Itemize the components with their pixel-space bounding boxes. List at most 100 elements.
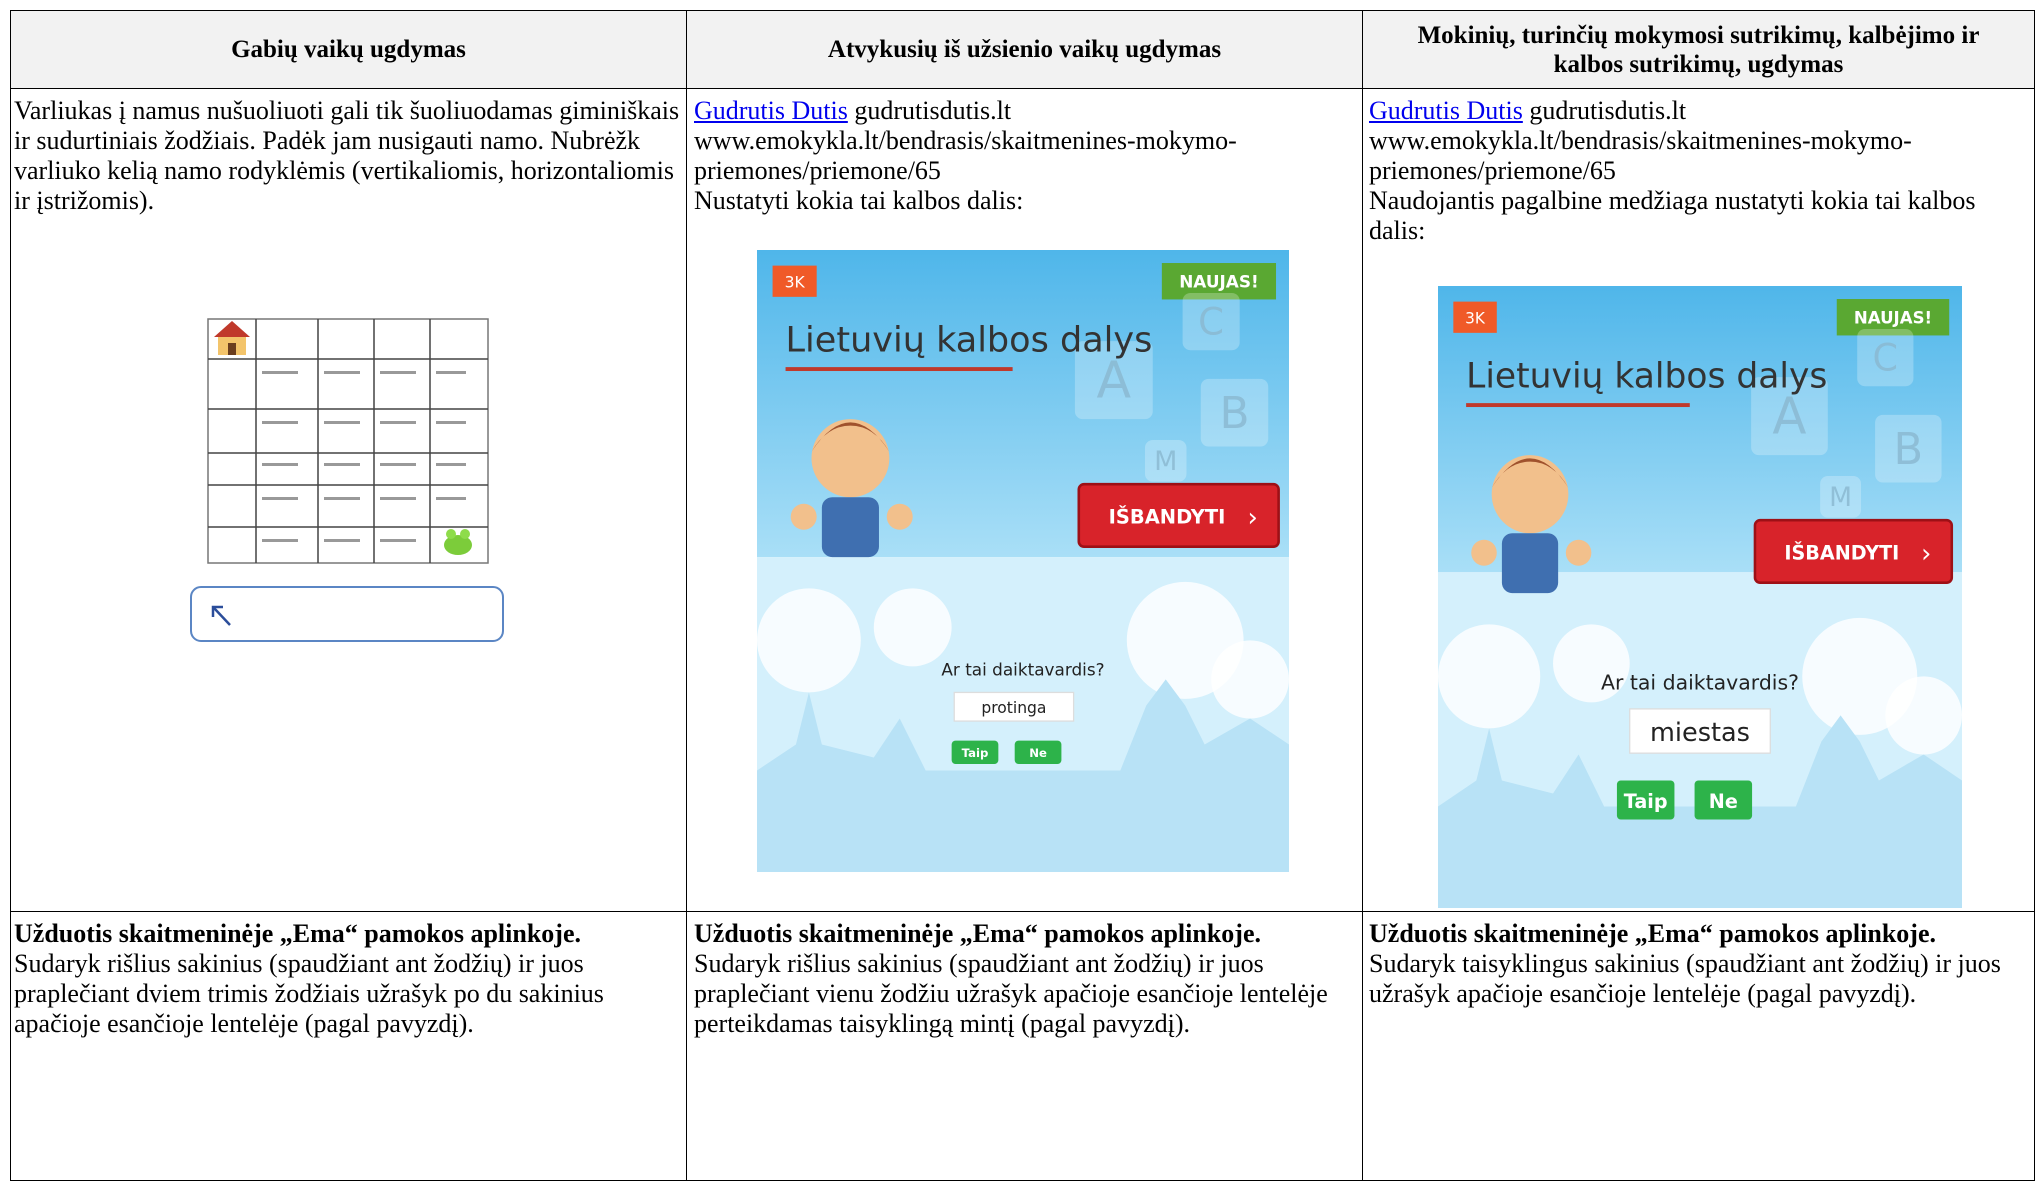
- header-cell: Gabių vaikų ugdymas: [10, 10, 687, 89]
- game-title: Lietuvių kalbos dalys: [786, 319, 1153, 360]
- try-arrow: ›: [1247, 503, 1257, 533]
- character-hair: [811, 422, 890, 452]
- game-screenshot: 3K NAUJAS! C A B M Lietuvių kalbos dalys IŠBAND…: [757, 250, 1289, 872]
- task-title: Užduotis skaitmeninėje „Ema“ pamokos apl…: [14, 919, 581, 948]
- letter-tile: [1751, 377, 1828, 456]
- task-text: Sudaryk rišlius sakinius (spaudžiant ant…: [694, 949, 1328, 1038]
- answer-box: [190, 586, 504, 642]
- task-title: Užduotis skaitmeninėje „Ema“ pamokos apl…: [1369, 919, 1936, 948]
- cloud: [1438, 624, 1541, 729]
- character-hair: [1491, 458, 1569, 488]
- letter-tile: [1200, 378, 1269, 447]
- letter-tile: [1182, 292, 1240, 351]
- cloud: [1211, 640, 1289, 719]
- grid-scribbles: [262, 371, 466, 542]
- task: Užduotis skaitmeninėje „Ema“ pamokos apl…: [694, 919, 1344, 1039]
- word: miestas: [1650, 718, 1750, 748]
- try-button-text: IŠBANDYTI: [1784, 540, 1899, 564]
- cell-text: Gudrutis Dutis gudrutisdutis.lt www.emok…: [1369, 96, 2031, 246]
- letter: B: [1219, 388, 1249, 439]
- question: Ar tai daiktavardis?: [941, 659, 1104, 679]
- site: gudrutisdutis.lt: [1529, 96, 1687, 125]
- grid-lines: [208, 319, 488, 563]
- letter: M: [1829, 482, 1852, 513]
- character-body: [1501, 533, 1559, 594]
- header-cell: Mokinių, turinčių mokymosi sutrikimų, ka…: [1362, 10, 2035, 89]
- yes-button: [1616, 780, 1675, 820]
- word-box: [953, 691, 1075, 722]
- letter: C: [1198, 300, 1224, 343]
- task-text: Sudaryk rišlius sakinius (spaudžiant ant…: [14, 949, 604, 1038]
- url: www.emokykla.lt/bendrasis/skaitmenines-m…: [694, 126, 1237, 185]
- character-head: [1491, 455, 1569, 534]
- link[interactable]: Gudrutis Dutis: [694, 96, 848, 125]
- title-underline: [1466, 403, 1690, 408]
- badge-text: 3K: [785, 274, 806, 292]
- game-title: Lietuvių kalbos dalys: [1466, 356, 1827, 396]
- letter: A: [1772, 386, 1806, 446]
- letter: C: [1873, 336, 1899, 379]
- instruction: Nustatyti kokia tai kalbos dalis:: [694, 186, 1024, 215]
- badge-text: 3K: [1465, 310, 1486, 328]
- no-button: [1694, 780, 1753, 820]
- yes-text: Taip: [962, 746, 989, 760]
- new-badge-text: NAUJAS!: [1179, 272, 1258, 292]
- header-cell: Atvykusių iš užsienio vaikų ugdymas: [686, 10, 1363, 89]
- letter-tile: [1074, 341, 1153, 420]
- character-body: [821, 497, 879, 558]
- header: Mokinių, turinčių mokymosi sutrikimų, ka…: [1417, 21, 1980, 78]
- header: Gabių vaikų ugdymas: [231, 36, 466, 63]
- site: gudrutisdutis.lt: [854, 96, 1012, 125]
- letter-tile: [1144, 439, 1187, 482]
- link[interactable]: Gudrutis Dutis: [1369, 96, 1523, 125]
- try-button: [1077, 482, 1280, 548]
- cloud: [757, 588, 861, 693]
- task: Užduotis skaitmeninėje „Ema“ pamokos apl…: [1369, 919, 2009, 1009]
- new-badge: [1161, 263, 1277, 300]
- cell-text: Gudrutis Dutis gudrutisdutis.lt www.emok…: [694, 96, 1358, 216]
- try-arrow: ›: [1921, 539, 1931, 569]
- task-text: Varliukas į namus nušuoliuoti gali tik š…: [14, 96, 680, 215]
- question: Ar tai daiktavardis?: [1601, 670, 1799, 694]
- character-hand: [1471, 539, 1497, 566]
- character-hand: [886, 503, 913, 530]
- badge: [772, 265, 817, 297]
- letter-tile: [1820, 475, 1862, 518]
- letter-tile: [1875, 414, 1942, 483]
- letter: A: [1097, 351, 1132, 410]
- instruction: Naudojantis pagalbine medžiaga nustatyti…: [1369, 186, 1976, 245]
- yes-text: Taip: [1624, 790, 1668, 813]
- try-button-text: IŠBANDYTI: [1109, 504, 1226, 528]
- letter-tile: [1857, 328, 1914, 387]
- character-hand: [790, 503, 817, 530]
- no-button: [1014, 740, 1062, 764]
- castle: [757, 679, 1289, 872]
- cloud: [1885, 676, 1962, 755]
- task-title: Užduotis skaitmeninėje „Ema“ pamokos apl…: [694, 919, 1261, 948]
- title-underline: [785, 367, 1013, 372]
- no-text: Ne: [1709, 790, 1738, 813]
- arrow: [211, 605, 231, 626]
- url: www.emokykla.lt/bendrasis/skaitmenines-m…: [1369, 126, 1912, 185]
- word-box: [1629, 708, 1771, 754]
- no-text: Ne: [1029, 746, 1047, 760]
- house-icon: [214, 321, 250, 355]
- character-head: [811, 419, 890, 498]
- character-hand: [1565, 539, 1592, 566]
- try-button: [1753, 518, 1954, 584]
- task: Užduotis skaitmeninėje „Ema“ pamokos apl…: [14, 919, 654, 1039]
- letter: M: [1154, 446, 1177, 477]
- cloud: [1553, 624, 1630, 703]
- game-screenshot: 3K NAUJAS! C A B M Lietuvių kalbos dalys IŠBAND…: [1438, 286, 1962, 908]
- new-badge: [1836, 299, 1950, 336]
- badge: [1453, 301, 1497, 333]
- letter: B: [1894, 425, 1924, 475]
- task-text: Sudaryk taisyklingus sakinius (spaudžian…: [1369, 949, 2001, 1008]
- frog-icon: [444, 529, 472, 555]
- frog-grid-image: [190, 318, 504, 642]
- yes-button: [951, 740, 999, 764]
- word: protinga: [981, 699, 1046, 717]
- cloud: [873, 588, 952, 667]
